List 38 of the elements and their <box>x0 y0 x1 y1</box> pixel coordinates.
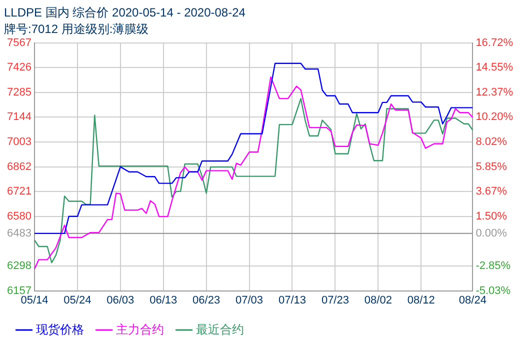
y2-tick-label: 1.50% <box>476 210 508 222</box>
y-tick-label: 7567 <box>6 36 32 49</box>
y-tick-label: 6580 <box>6 210 32 222</box>
y-tick-label: 6157 <box>6 284 32 297</box>
y-tick-label: 7003 <box>6 136 32 148</box>
x-tick-label: 07/13 <box>278 294 306 306</box>
y2-tick-label: 5.85% <box>476 160 508 173</box>
y2-tick-label: -2.85% <box>476 260 511 272</box>
chart-subtitle: 牌号:7012 用途级别:薄膜级 <box>4 22 149 36</box>
y2-tick-label: 0.00% <box>476 227 508 240</box>
x-tick-label: 06/03 <box>106 294 134 306</box>
y-tick-label: 7144 <box>6 111 32 124</box>
y2-tick-label: 8.02% <box>476 136 508 148</box>
y-tick-label: 6721 <box>6 186 32 198</box>
x-tick-label: 08/24 <box>458 294 486 306</box>
y-tick-label: 6483 <box>6 227 32 240</box>
chart-title: LLDPE 国内 综合价 2020-05-14 - 2020-08-24 <box>4 6 246 20</box>
y-tick-label: 7285 <box>6 86 32 98</box>
x-tick-label: 08/02 <box>364 294 392 306</box>
x-tick-label: 06/23 <box>192 294 220 306</box>
x-tick-label: 06/13 <box>150 294 178 306</box>
y2-tick-label: 16.72% <box>476 36 514 49</box>
x-tick-label: 07/03 <box>236 294 264 306</box>
legend-label: 现货价格 <box>36 322 84 336</box>
x-tick-label: 08/12 <box>407 294 435 306</box>
y2-tick-label: 12.37% <box>476 86 514 98</box>
y2-tick-label: 10.20% <box>476 111 514 124</box>
y2-tick-label: -5.03% <box>476 284 511 297</box>
y-tick-label: 6862 <box>6 160 32 173</box>
legend-label: 主力合约 <box>116 322 164 336</box>
x-tick-label: 05/24 <box>64 294 92 306</box>
x-tick-label: 07/23 <box>321 294 349 306</box>
y2-tick-label: 3.67% <box>476 186 508 198</box>
legend-label: 最近合约 <box>196 322 244 336</box>
y-tick-label: 7426 <box>6 62 32 74</box>
y-tick-label: 6298 <box>6 260 32 272</box>
y2-tick-label: 14.55% <box>476 62 514 74</box>
x-tick-label: 05/14 <box>20 294 48 306</box>
